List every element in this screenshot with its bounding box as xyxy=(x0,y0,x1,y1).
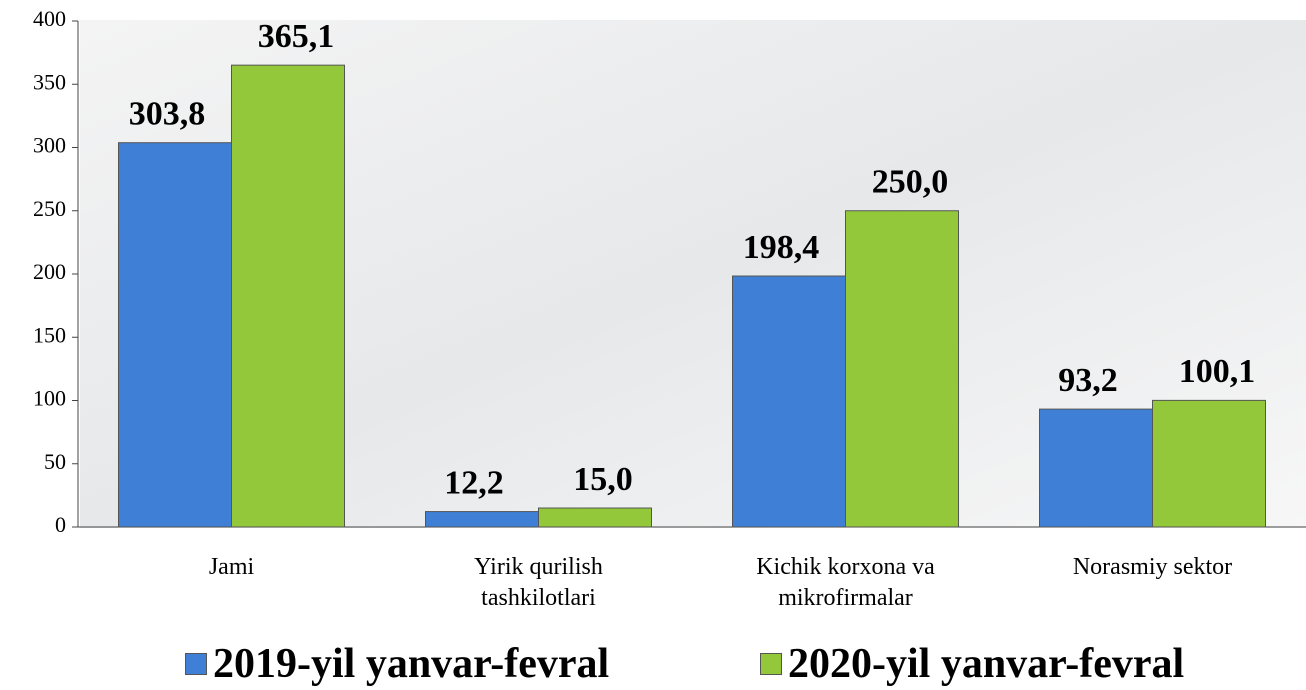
value-label: 198,4 xyxy=(743,229,820,266)
legend-item: 2020-yil yanvar-fevral xyxy=(760,640,1184,688)
y-tick-label: 100 xyxy=(33,386,66,411)
bar xyxy=(231,64,345,528)
bar xyxy=(1039,408,1153,528)
legend-swatch xyxy=(185,653,207,675)
y-tick-label: 250 xyxy=(33,196,66,221)
value-label: 15,0 xyxy=(573,461,633,498)
bar xyxy=(1152,399,1266,528)
bar xyxy=(845,210,959,528)
y-tick-label: 350 xyxy=(33,69,66,94)
value-label: 250,0 xyxy=(872,164,949,201)
y-tick-label: 200 xyxy=(33,259,66,284)
legend-label: 2020-yil yanvar-fevral xyxy=(788,641,1185,687)
value-label: 93,2 xyxy=(1058,362,1118,399)
bar xyxy=(538,507,652,528)
value-label: 100,1 xyxy=(1179,353,1256,390)
y-tick-label: 400 xyxy=(33,6,66,31)
y-tick-label: 300 xyxy=(33,133,66,158)
value-label: 365,1 xyxy=(258,18,335,55)
x-tick-label: Yirik qurilish tashkilotlari xyxy=(474,554,603,611)
value-label: 303,8 xyxy=(129,95,206,132)
legend-item: 2019-yil yanvar-fevral xyxy=(185,640,609,688)
x-tick-label: Jami xyxy=(208,554,255,580)
bar xyxy=(425,511,539,528)
legend-swatch xyxy=(760,653,782,675)
value-label: 12,2 xyxy=(444,464,504,501)
y-tick-label: 0 xyxy=(55,512,66,537)
bar xyxy=(732,275,846,528)
x-tick-label: Kichik korxona va mikrofirmalar xyxy=(756,554,935,611)
bar xyxy=(118,142,232,528)
x-tick-label: Norasmiy sektor xyxy=(1072,554,1233,580)
y-tick-label: 150 xyxy=(33,322,66,347)
legend-label: 2019-yil yanvar-fevral xyxy=(213,641,610,687)
y-tick-label: 50 xyxy=(44,449,66,474)
